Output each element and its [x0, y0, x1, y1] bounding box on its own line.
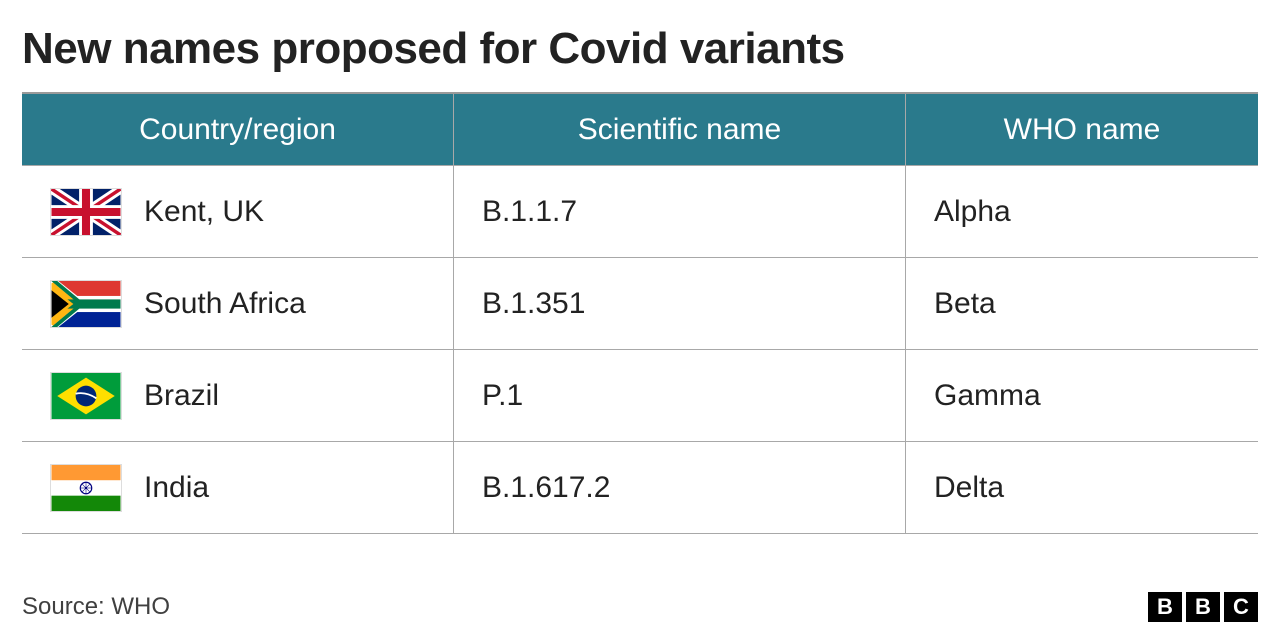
cell-who: Beta — [906, 258, 1258, 349]
country-label: Brazil — [144, 379, 219, 413]
cell-scientific: B.1.617.2 — [454, 442, 906, 533]
cell-scientific: P.1 — [454, 350, 906, 441]
col-header-who: WHO name — [906, 94, 1258, 165]
cell-who: Gamma — [906, 350, 1258, 441]
flag-uk-icon — [50, 188, 122, 236]
country-label: Kent, UK — [144, 195, 264, 229]
flag-brazil-icon — [50, 372, 122, 420]
variants-table: Country/region Scientific name WHO name … — [22, 92, 1258, 582]
flag-india-icon — [50, 464, 122, 512]
cell-scientific: B.1.351 — [454, 258, 906, 349]
flag-south-africa-icon — [50, 280, 122, 328]
cell-country: Brazil — [22, 350, 454, 441]
table-row: Brazil P.1 Gamma — [22, 350, 1258, 442]
col-header-country: Country/region — [22, 94, 454, 165]
footer: Source: WHO B B C — [22, 582, 1258, 622]
table-row: South Africa B.1.351 Beta — [22, 258, 1258, 350]
cell-country: India — [22, 442, 454, 533]
cell-country: South Africa — [22, 258, 454, 349]
col-header-scientific: Scientific name — [454, 94, 906, 165]
bbc-logo-letter: C — [1224, 592, 1258, 622]
cell-country: Kent, UK — [22, 166, 454, 257]
bbc-logo-letter: B — [1186, 592, 1220, 622]
page-title: New names proposed for Covid variants — [22, 24, 1258, 74]
cell-who: Alpha — [906, 166, 1258, 257]
table-row: Kent, UK B.1.1.7 Alpha — [22, 166, 1258, 258]
country-label: South Africa — [144, 287, 306, 321]
cell-scientific: B.1.1.7 — [454, 166, 906, 257]
cell-who: Delta — [906, 442, 1258, 533]
bbc-logo-letter: B — [1148, 592, 1182, 622]
bbc-logo-icon: B B C — [1148, 592, 1258, 622]
table-header-row: Country/region Scientific name WHO name — [22, 94, 1258, 166]
country-label: India — [144, 471, 209, 505]
source-label: Source: WHO — [22, 593, 170, 621]
table-row: India B.1.617.2 Delta — [22, 442, 1258, 534]
